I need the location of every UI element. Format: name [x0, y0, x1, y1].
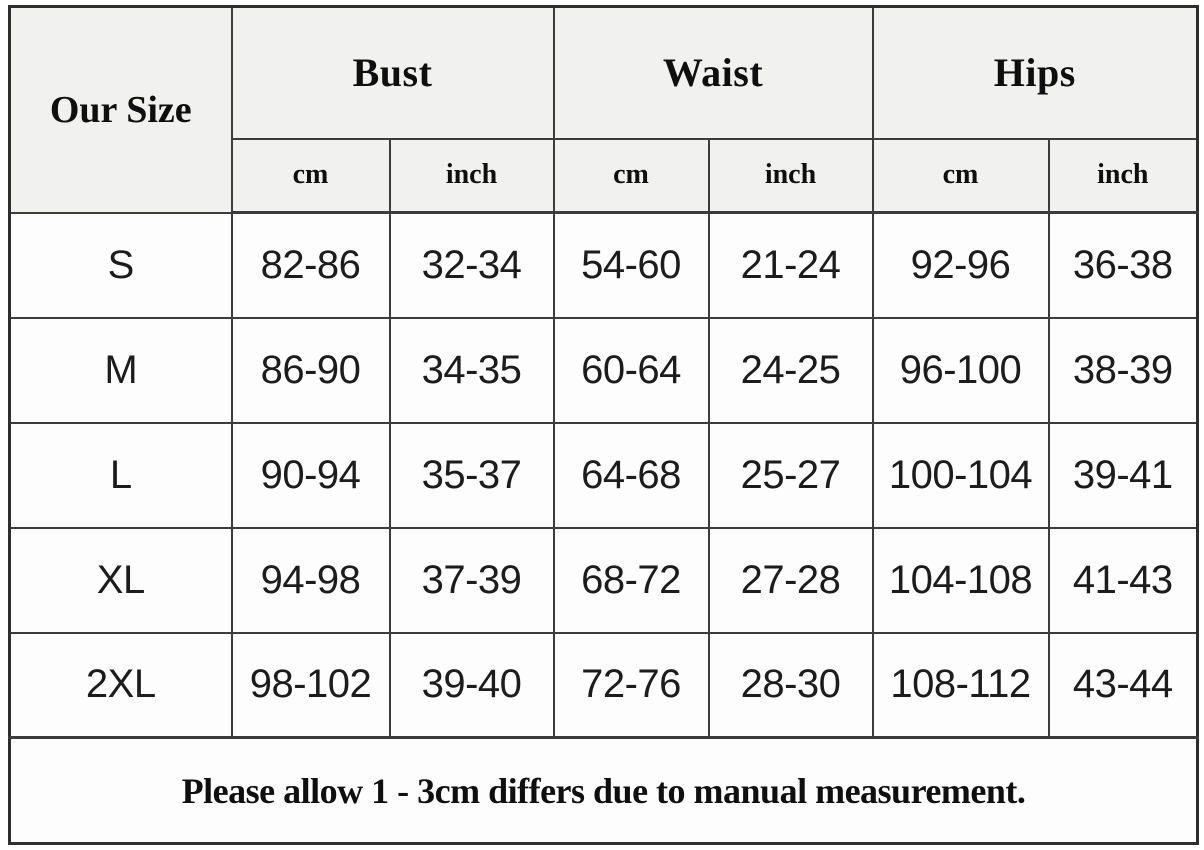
unit-header-waist-cm: cm	[552, 137, 710, 214]
value-cell-bust-inch: 34-35	[388, 316, 555, 424]
table-row-2xl: 2XL 98-102 39-40 72-76 28-30 108-112 43-…	[8, 631, 1199, 739]
table-row-m: M 86-90 34-35 60-64 24-25 96-100 38-39	[8, 316, 1199, 424]
value-cell-hips-cm: 92-96	[871, 211, 1050, 319]
size-cell: S	[8, 211, 233, 319]
value-cell-waist-cm: 54-60	[552, 211, 710, 319]
size-cell: L	[8, 421, 233, 529]
size-chart-table: Our Size Bust Waist Hips cm inch cm inch…	[8, 5, 1200, 845]
value-cell-hips-inch: 38-39	[1047, 316, 1199, 424]
value-cell-bust-inch: 32-34	[388, 211, 555, 319]
value-cell-waist-cm: 60-64	[552, 316, 710, 424]
footer-row: Please allow 1 - 3cm differs due to manu…	[8, 736, 1199, 845]
table-row-xl: XL 94-98 37-39 68-72 27-28 104-108 41-43	[8, 526, 1199, 634]
value-cell-waist-inch: 25-27	[707, 421, 874, 529]
value-cell-bust-inch: 39-40	[388, 631, 555, 739]
value-cell-bust-inch: 37-39	[388, 526, 555, 634]
value-cell-bust-cm: 86-90	[230, 316, 391, 424]
value-cell-hips-cm: 96-100	[871, 316, 1050, 424]
value-cell-waist-inch: 24-25	[707, 316, 874, 424]
value-cell-hips-inch: 43-44	[1047, 631, 1199, 739]
value-cell-waist-cm: 68-72	[552, 526, 710, 634]
group-header-bust: Bust	[230, 5, 555, 140]
table-row-s: S 82-86 32-34 54-60 21-24 92-96 36-38	[8, 211, 1199, 319]
group-header-waist: Waist	[552, 5, 874, 140]
corner-header-our-size: Our Size	[8, 5, 233, 214]
value-cell-bust-cm: 90-94	[230, 421, 391, 529]
unit-header-bust-cm: cm	[230, 137, 391, 214]
value-cell-waist-inch: 28-30	[707, 631, 874, 739]
value-cell-bust-inch: 35-37	[388, 421, 555, 529]
value-cell-waist-inch: 27-28	[707, 526, 874, 634]
table-row-l: L 90-94 35-37 64-68 25-27 100-104 39-41	[8, 421, 1199, 529]
unit-header-bust-inch: inch	[388, 137, 555, 214]
group-header-hips: Hips	[871, 5, 1199, 140]
value-cell-hips-cm: 108-112	[871, 631, 1050, 739]
unit-header-hips-cm: cm	[871, 137, 1050, 214]
footer-note: Please allow 1 - 3cm differs due to manu…	[8, 736, 1199, 845]
value-cell-bust-cm: 94-98	[230, 526, 391, 634]
value-cell-bust-cm: 98-102	[230, 631, 391, 739]
size-cell: XL	[8, 526, 233, 634]
value-cell-hips-inch: 36-38	[1047, 211, 1199, 319]
unit-header-row: cm inch cm inch cm inch	[10, 137, 1199, 214]
group-header-row: Our Size Bust Waist Hips	[8, 5, 1199, 214]
value-cell-hips-cm: 100-104	[871, 421, 1050, 529]
value-cell-hips-cm: 104-108	[871, 526, 1050, 634]
unit-header-hips-inch: inch	[1047, 137, 1199, 214]
value-cell-waist-cm: 64-68	[552, 421, 710, 529]
value-cell-hips-inch: 39-41	[1047, 421, 1199, 529]
size-cell: 2XL	[8, 631, 233, 739]
value-cell-waist-inch: 21-24	[707, 211, 874, 319]
value-cell-waist-cm: 72-76	[552, 631, 710, 739]
value-cell-bust-cm: 82-86	[230, 211, 391, 319]
value-cell-hips-inch: 41-43	[1047, 526, 1199, 634]
unit-header-waist-inch: inch	[707, 137, 874, 214]
size-cell: M	[8, 316, 233, 424]
